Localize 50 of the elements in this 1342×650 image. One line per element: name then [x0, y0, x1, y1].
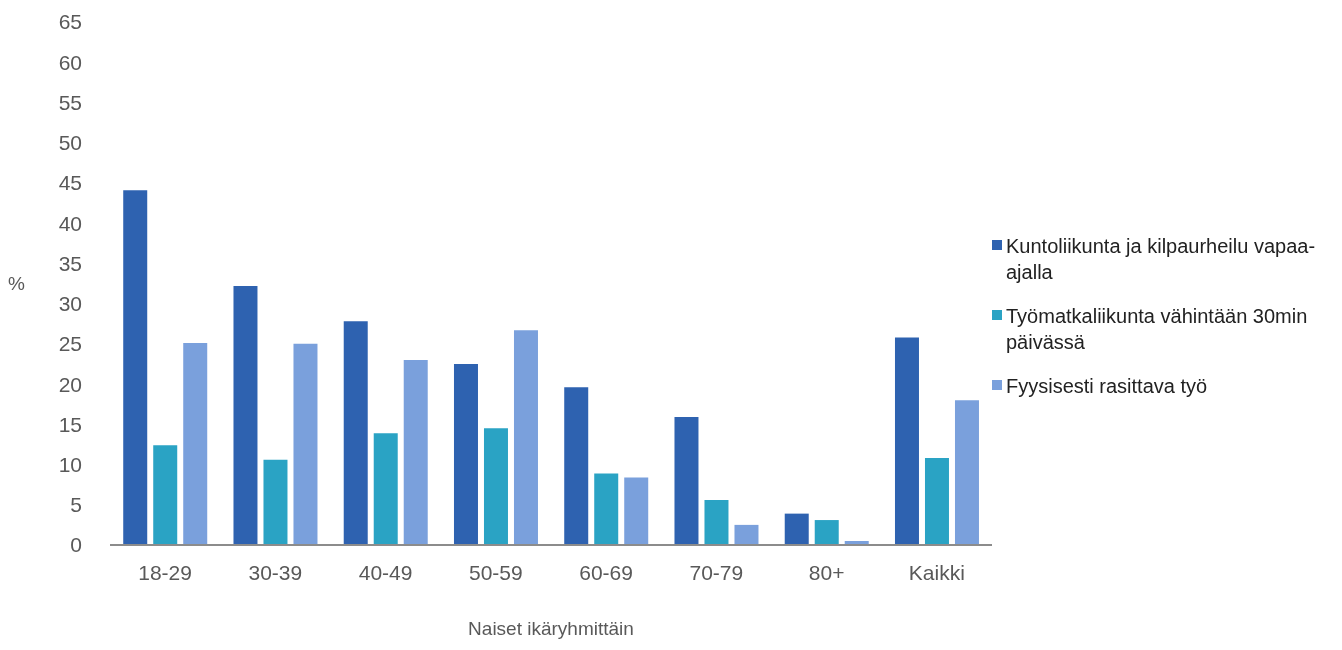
legend-label: Kuntoliikunta ja kilpaurheilu vapaa-ajalla [1006, 234, 1317, 285]
bar [183, 343, 208, 545]
y-tick-label: 65 [58, 10, 82, 34]
bar [123, 190, 148, 545]
y-tick-label: 30 [58, 292, 82, 316]
x-tick-label: 70-79 [689, 560, 744, 584]
bar [373, 433, 398, 545]
bar [704, 499, 729, 545]
x-tick-label: 60-69 [579, 560, 633, 584]
x-tick-label: 18-29 [138, 560, 192, 584]
y-tick-label: 20 [58, 372, 82, 396]
x-tick-label: 50-59 [469, 560, 523, 584]
legend-label: Fyysisesti rasittava työ [1006, 374, 1208, 399]
x-tick-label: 30-39 [248, 560, 303, 584]
bar [513, 330, 538, 545]
y-tick-label: 10 [58, 452, 82, 476]
y-tick-label: 25 [58, 332, 82, 356]
bar [153, 445, 178, 545]
bar [954, 400, 979, 545]
y-tick-label: 40 [58, 211, 82, 235]
y-tick-label: 15 [58, 412, 82, 436]
legend-label: Työmatkaliikunta vähintään 30min päivässä [1006, 304, 1309, 355]
y-tick-label: 0 [70, 533, 82, 557]
y-tick-label: 60 [58, 50, 82, 74]
bar [403, 359, 428, 545]
bar [343, 321, 368, 545]
bar [814, 520, 839, 545]
y-tick-label: 45 [58, 171, 82, 195]
bar [784, 513, 809, 545]
bar [233, 285, 258, 545]
bar [734, 524, 759, 545]
bar [594, 473, 619, 545]
bar [293, 343, 318, 545]
y-tick-label: 35 [58, 251, 82, 275]
bar [453, 363, 478, 545]
bar [894, 337, 919, 545]
bar [263, 459, 288, 545]
bar [564, 387, 589, 545]
y-tick-label: 55 [58, 90, 82, 114]
x-axis-title: Naiset ikäryhmittäin [468, 618, 634, 639]
y-axis-title: % [8, 273, 25, 295]
x-tick-label: 80+ [808, 560, 845, 584]
y-tick-label: 5 [70, 493, 82, 517]
bar [624, 477, 649, 545]
bar [674, 417, 699, 545]
x-tick-label: Kaikki [908, 560, 965, 584]
bar [483, 428, 508, 545]
x-tick-label: 40-49 [358, 560, 413, 584]
bar [924, 458, 949, 545]
y-tick-label: 50 [58, 131, 82, 155]
